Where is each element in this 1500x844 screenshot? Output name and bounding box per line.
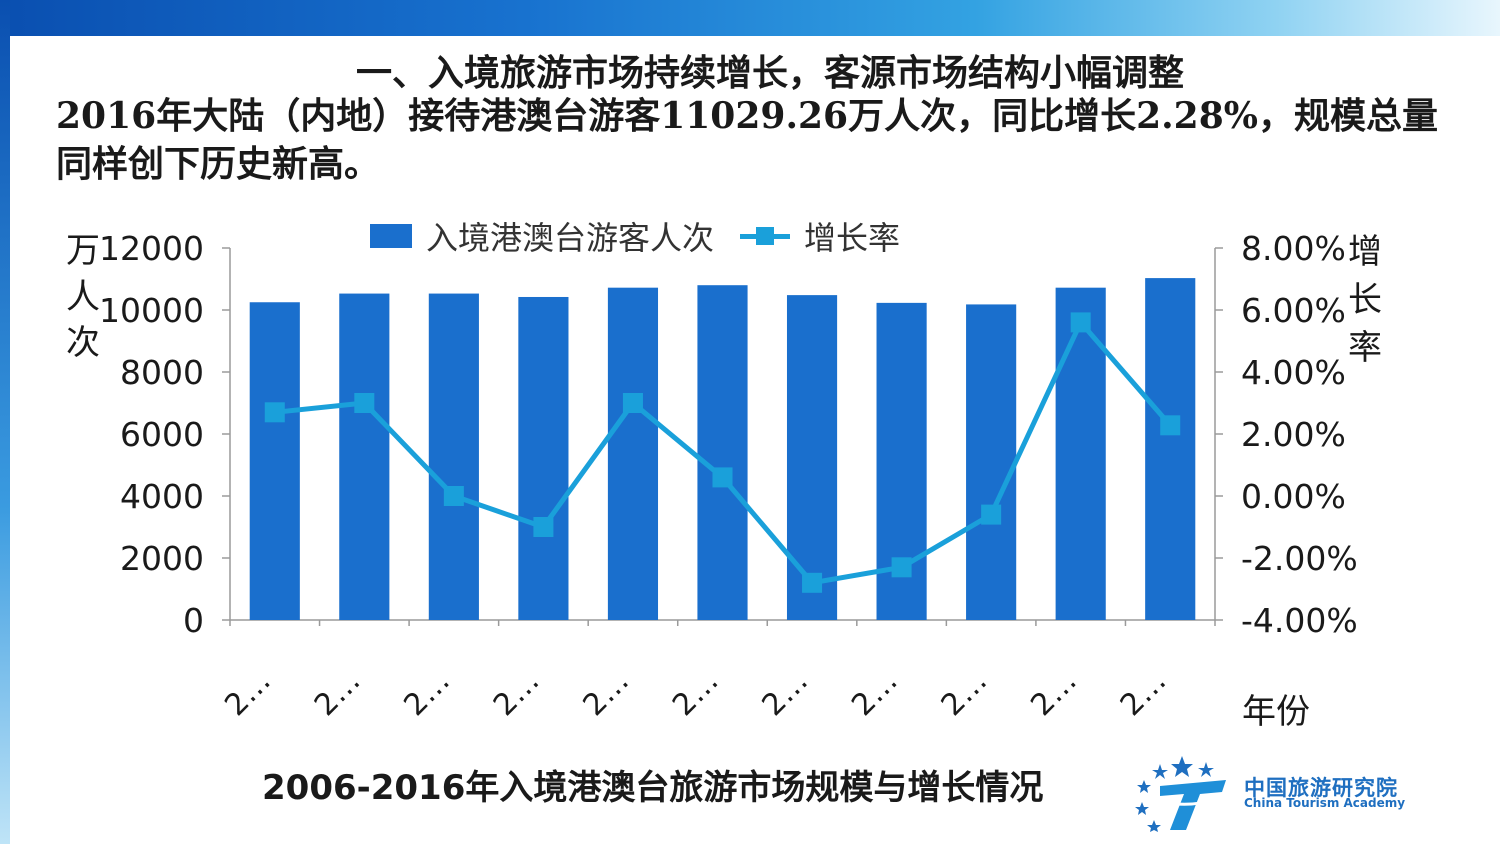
x-tick-label: 2… <box>845 664 904 723</box>
y2-tick-label: 8.00% <box>1241 229 1346 268</box>
summary-text: 2016年大陆（内地）接待港澳台游客11029.26万人次，同比增长2.28%，… <box>56 95 1438 185</box>
legend-bar-swatch <box>370 224 412 248</box>
legend-label-line: 增长率 <box>804 219 901 257</box>
bar <box>1055 287 1106 620</box>
academy-name-cn: 中国旅游研究院 <box>1244 776 1398 800</box>
x-tick-label: 2… <box>218 664 277 723</box>
legend-line-swatch <box>740 224 791 248</box>
header-band <box>0 0 1500 36</box>
page-title: 一、入境旅游市场持续增长，客源市场结构小幅调整 <box>355 52 1184 94</box>
bar <box>428 293 479 620</box>
x-tick-label: 2… <box>308 664 367 723</box>
y-tick-label: 0 <box>183 601 204 640</box>
bar <box>249 302 300 620</box>
growth-point <box>1160 415 1181 436</box>
growth-point <box>443 486 464 506</box>
bar <box>607 287 659 620</box>
growth-point <box>533 517 554 537</box>
y-axis-title-right: 增长率 <box>1348 232 1382 368</box>
x-axis-title: 年份 <box>1242 692 1310 732</box>
legend-label-bars: 入境港澳台游客人次 <box>426 219 715 257</box>
y2-tick-label: 4.00% <box>1241 353 1346 392</box>
y-tick-label: 10000 <box>99 291 204 330</box>
y-tick-label: 6000 <box>120 415 204 454</box>
bar <box>339 293 390 620</box>
y-tick-label: 2000 <box>120 539 204 578</box>
x-tick-label: 2… <box>487 664 546 723</box>
bar <box>786 295 838 620</box>
growth-point <box>981 504 1002 525</box>
bar <box>1145 278 1196 620</box>
bar <box>966 304 1017 620</box>
x-tick-label: 2… <box>756 664 815 723</box>
chart-legend: 入境港澳台游客人次 增长率 <box>370 216 901 257</box>
y2-tick-label: 6.00% <box>1241 291 1346 330</box>
bar <box>697 285 748 620</box>
growth-point <box>1070 312 1091 333</box>
y-tick-label: 8000 <box>120 353 204 392</box>
header-band-curve <box>10 36 1500 54</box>
growth-point <box>712 467 733 488</box>
y2-tick-label: 2.00% <box>1241 415 1346 454</box>
growth-point <box>891 557 912 578</box>
y2-tick-label: 0.00% <box>1241 477 1346 516</box>
x-tick-label: 2… <box>1114 664 1173 723</box>
growth-point <box>622 393 643 413</box>
academy-name-en: China Tourism Academy <box>1244 796 1406 810</box>
left-band <box>0 0 10 844</box>
x-tick-label: 2… <box>935 664 994 723</box>
bar <box>518 296 569 620</box>
growth-point <box>354 393 375 413</box>
x-tick-label: 2… <box>397 664 456 723</box>
academy-logo-icon <box>1135 756 1226 832</box>
x-tick-label: 2… <box>666 664 725 723</box>
y-tick-label: 12000 <box>99 229 204 268</box>
chart-caption: 2006-2016年入境港澳台旅游市场规模与增长情况 <box>262 768 1044 808</box>
x-tick-label: 2… <box>1024 664 1083 723</box>
y2-tick-label: -4.00% <box>1241 601 1358 640</box>
x-tick-label: 2… <box>577 664 636 723</box>
growth-point <box>802 572 823 593</box>
y-tick-label: 4000 <box>120 477 204 516</box>
y2-tick-label: -2.00% <box>1241 539 1358 578</box>
growth-point <box>264 402 285 423</box>
y-axis-title-left: 万人次 <box>66 231 100 363</box>
